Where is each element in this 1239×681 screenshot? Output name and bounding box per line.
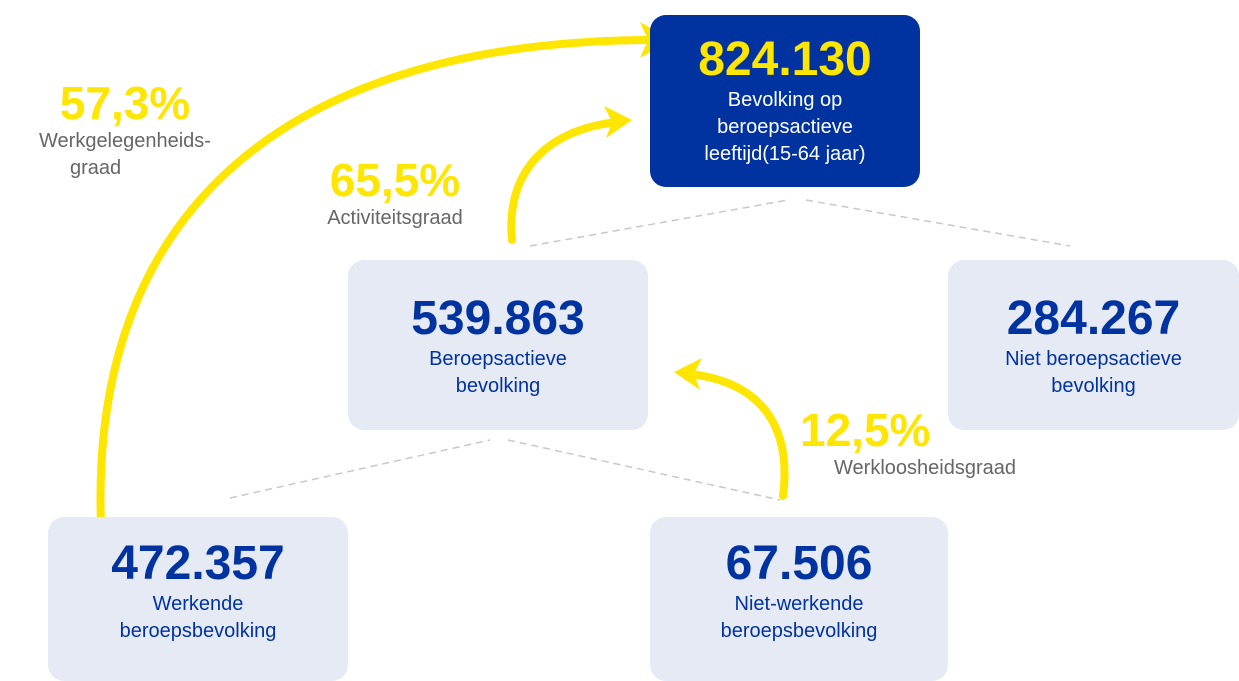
rate-label: graad	[70, 157, 122, 179]
rate-label: Activiteitsgraad	[327, 207, 463, 229]
node-label: beroepsbevolking	[720, 620, 878, 642]
node-label: leeftijd(15-64 jaar)	[704, 143, 866, 165]
rate: 12,5% Werkloosheidsgraad	[800, 405, 1050, 482]
rate-label: Werkgelegenheids-	[39, 130, 211, 152]
node-label: Niet beroepsactieve	[1005, 348, 1182, 370]
node-value: 539.863	[411, 292, 585, 345]
dashed-link	[229, 439, 491, 499]
node-label: Werkende	[152, 593, 244, 615]
node-value: 824.130	[698, 33, 872, 86]
node-label: bevolking	[455, 375, 541, 397]
arrow	[686, 370, 789, 500]
node-label: Bevolking op	[727, 89, 843, 111]
arrow	[96, 36, 652, 549]
node-label: Niet-werkende	[734, 593, 864, 615]
rate: 65,5% Activiteitsgraad	[300, 155, 490, 232]
arrowhead	[604, 106, 632, 138]
node-label: beroepsactieve	[717, 116, 853, 138]
node-label: Beroepsactieve	[429, 348, 567, 370]
node-value: 472.357	[111, 537, 285, 590]
rate-label: Werkloosheidsgraad	[834, 457, 1016, 479]
rate-value: 65,5%	[329, 154, 461, 206]
dashed-link	[507, 439, 781, 501]
arrowhead	[674, 358, 702, 390]
node-value: 284.267	[1006, 292, 1181, 345]
node-box: 824.130 Bevolking op beroepsactieve leeftij…	[650, 15, 920, 187]
node-box: 67.506 Niet-werkende beroepsbevolking	[650, 517, 948, 681]
node-label: beroepsbevolking	[119, 620, 277, 642]
rate: 57,3% Werkgelegenheids-graad	[0, 78, 250, 182]
rate-value: 12,5%	[800, 404, 931, 456]
node-label: bevolking	[1051, 375, 1136, 397]
arrow	[507, 118, 622, 244]
node-value: 67.506	[725, 537, 873, 590]
dashed-link	[529, 199, 789, 247]
node-box: 284.267 Niet beroepsactieve bevolking	[948, 260, 1239, 430]
rate-value: 57,3%	[59, 77, 191, 129]
dashed-link	[805, 199, 1071, 247]
node-box: 472.357 Werkende beroepsbevolking	[48, 517, 348, 681]
node-box: 539.863 Beroepsactieve bevolking	[348, 260, 648, 430]
